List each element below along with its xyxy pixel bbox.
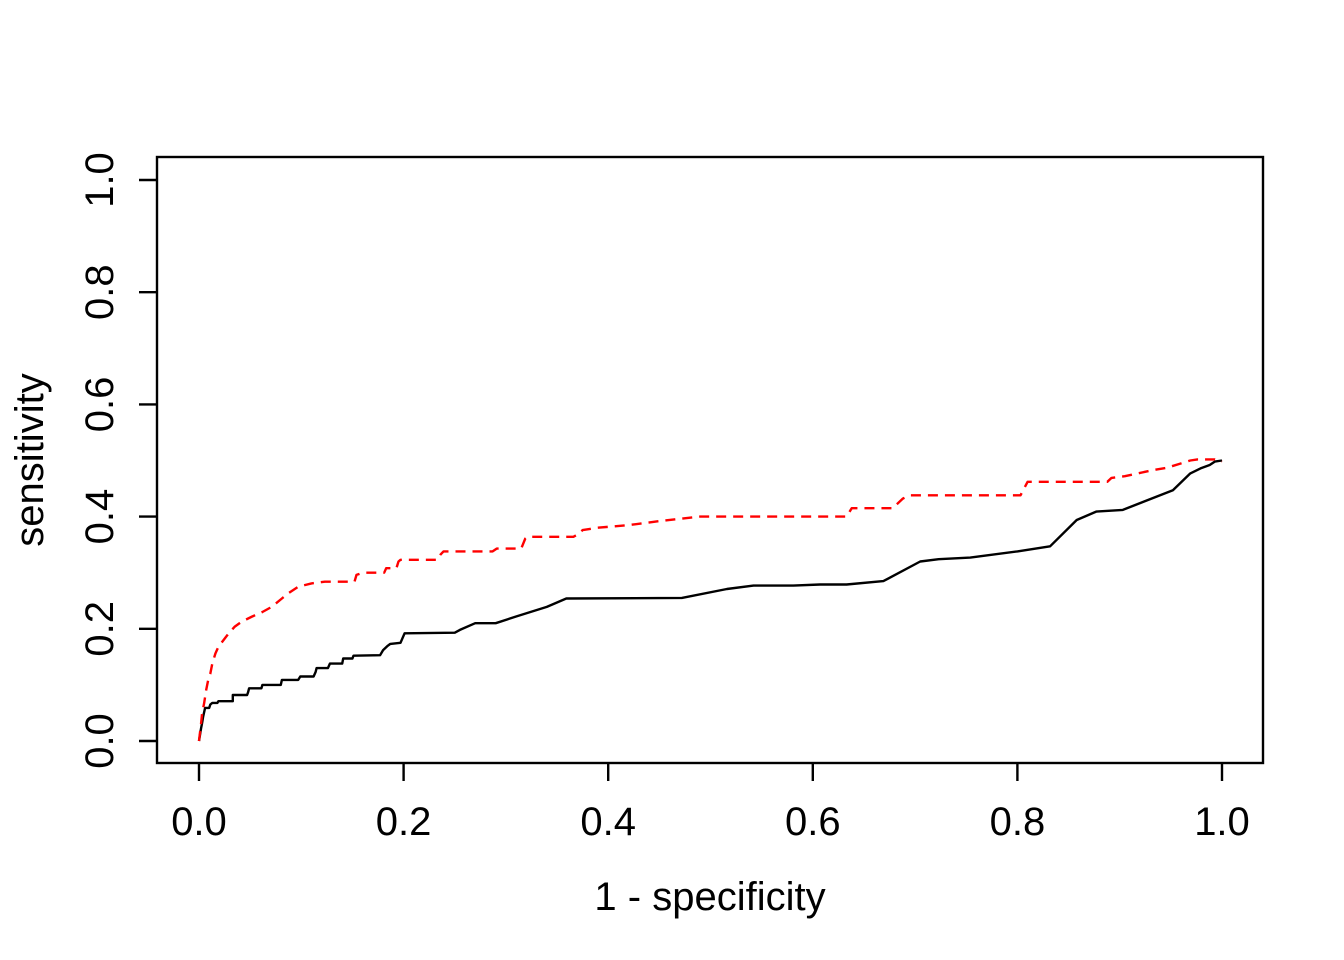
y-axis-tick-label: 0.2 [78,601,122,657]
y-axis-tick-label: 0.4 [78,489,122,545]
x-axis-tick-label: 0.0 [171,800,227,844]
y-axis-tick-label: 0.6 [78,377,122,433]
y-axis-tick-label: 1.0 [78,152,122,208]
plot-box [155,155,1265,765]
x-axis-tick-label: 0.2 [376,800,432,844]
x-axis-tick-label: 0.6 [785,800,841,844]
y-axis-tick-label: 0.0 [78,713,122,769]
x-axis-tick-label: 0.8 [990,800,1046,844]
x-axis-title: 1 - specificity [594,875,825,919]
roc-curve-solid-black [197,459,1223,742]
x-axis-tick-label: 1.0 [1194,800,1250,844]
x-axis-tick-label: 0.4 [580,800,636,844]
y-axis-title: sensitivity [8,373,52,546]
plot-area: 0.0 0.2 0.4 0.6 0.8 1.0 0.0 0.2 0.4 0.6 0.8 1.0 [78,152,1265,844]
roc-curve-dashed-red [197,458,1223,742]
y-axis-tick-label: 0.8 [78,264,122,320]
